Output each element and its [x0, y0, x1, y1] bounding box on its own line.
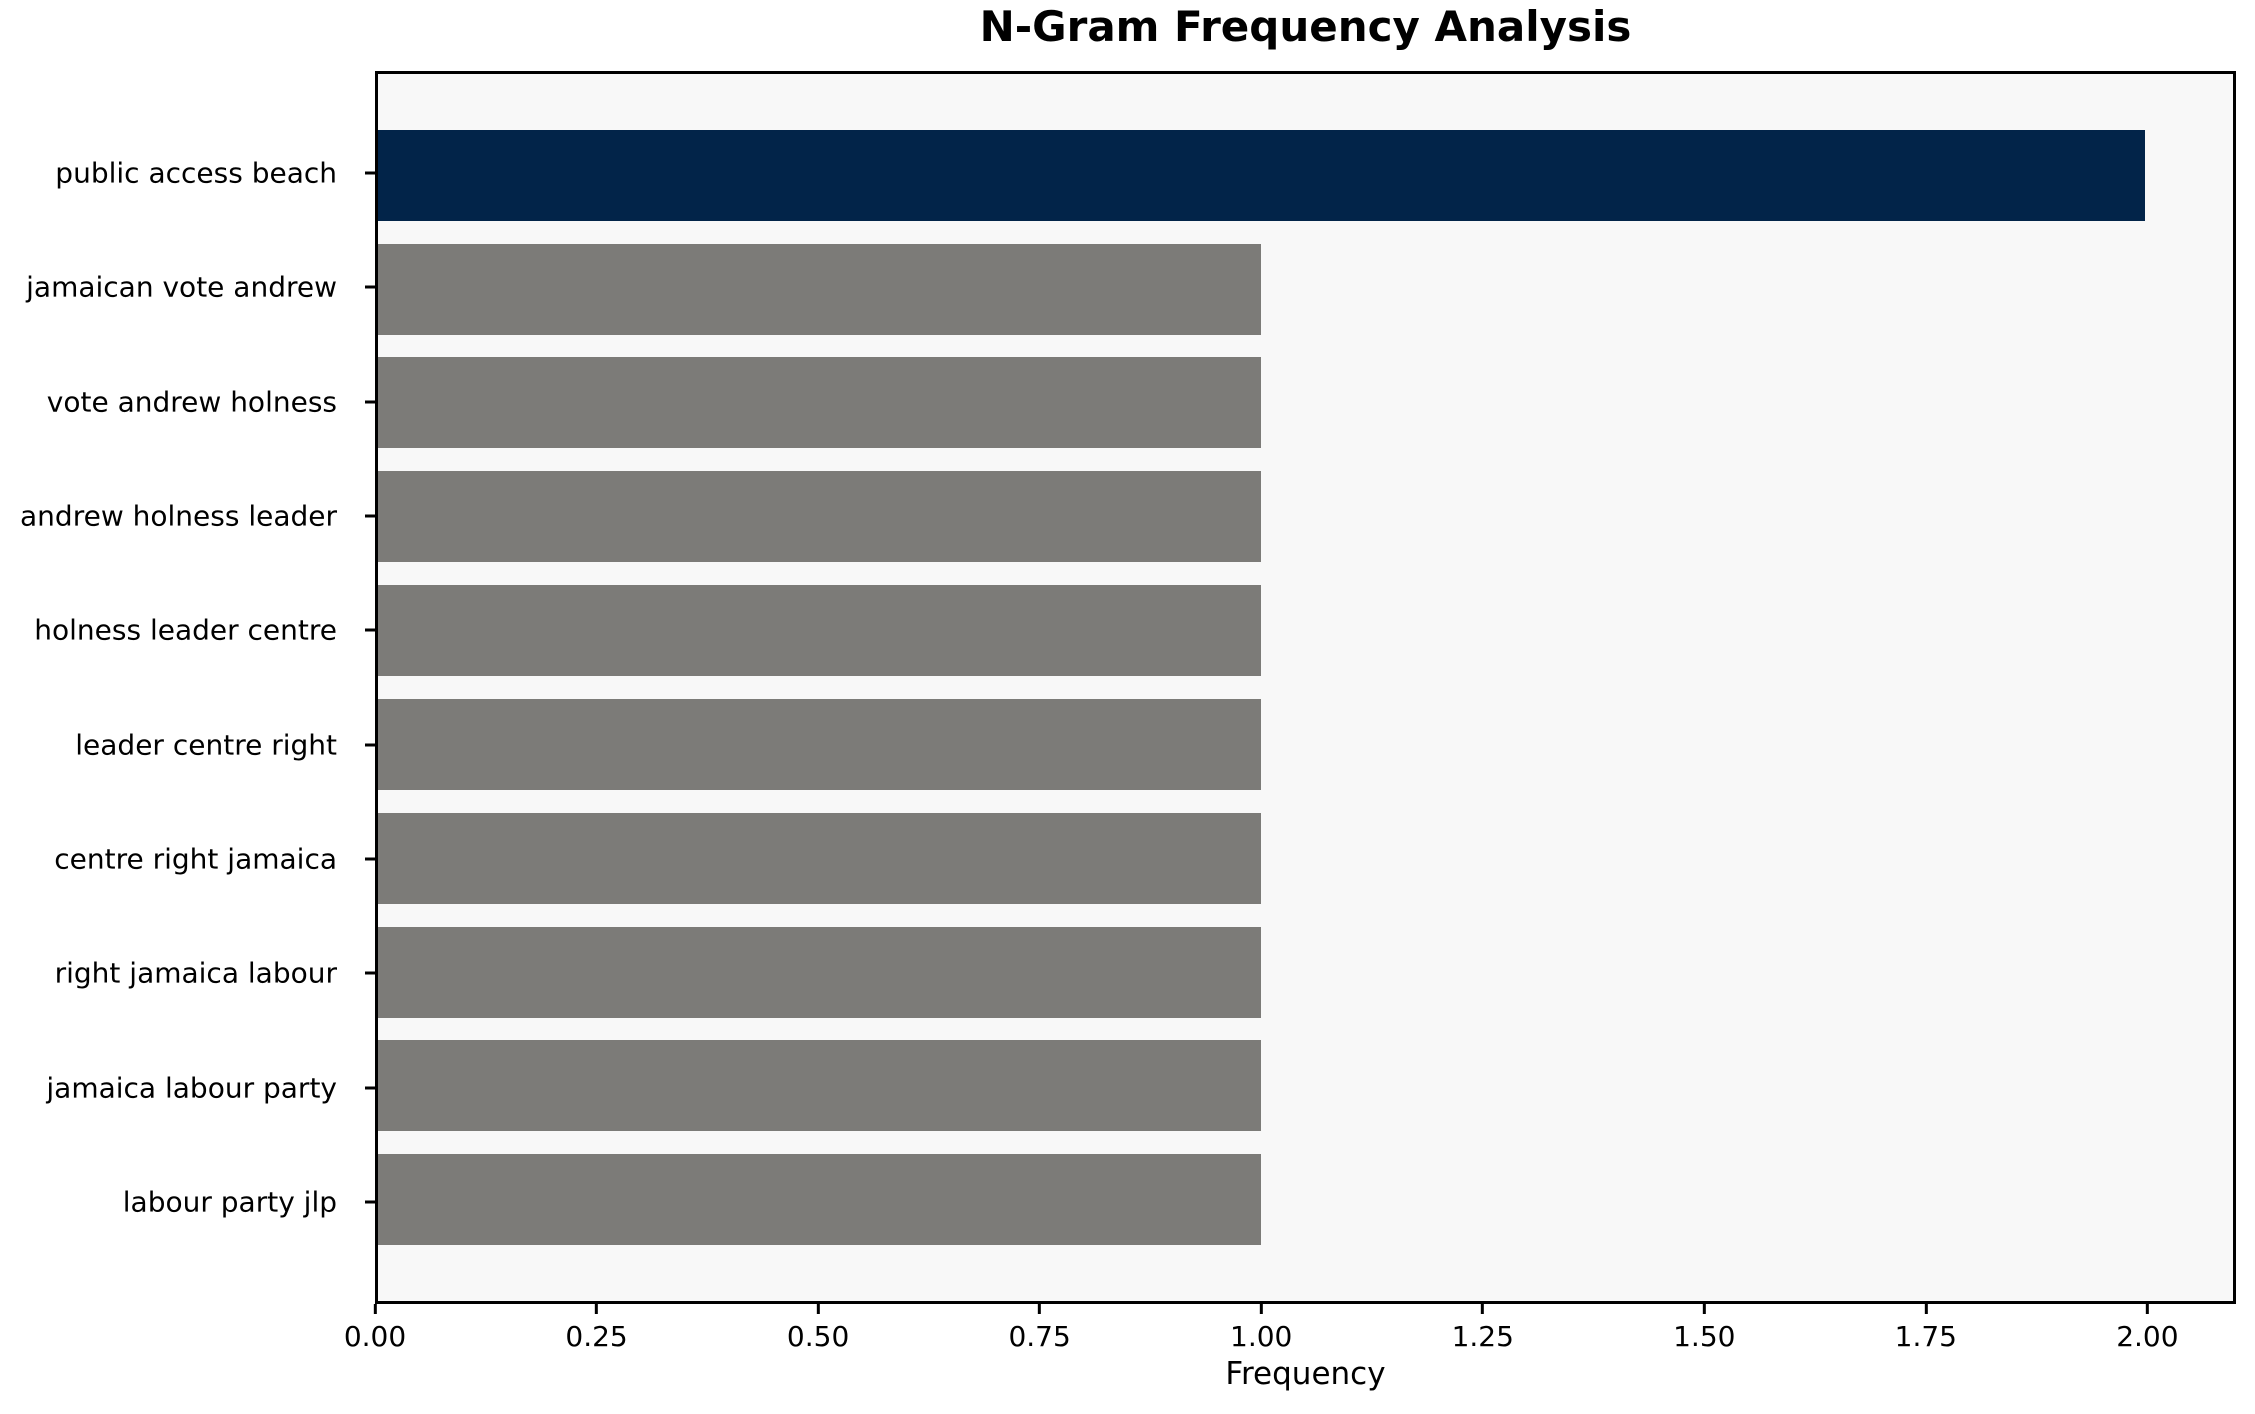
x-tick: 1.00	[1230, 1304, 1292, 1353]
y-tick-mark	[365, 1086, 375, 1090]
x-tick: 0.50	[787, 1304, 849, 1353]
y-tick-mark	[365, 971, 375, 975]
x-tick: 1.50	[1673, 1304, 1735, 1353]
x-tick: 1.25	[1452, 1304, 1514, 1353]
y-axis-labels: public access beach jamaican vote andrew v…	[0, 71, 357, 1304]
x-tick-mark	[373, 1304, 377, 1314]
bar-andrew-holness-leader	[378, 471, 1262, 563]
y-tick-mark	[365, 1200, 375, 1204]
x-tick-label: 0.50	[786, 1320, 850, 1353]
x-tick-label: 0.25	[565, 1320, 628, 1353]
y-tick-label: vote andrew holness	[46, 385, 337, 419]
y-tick-mark	[365, 171, 375, 175]
y-tick-label: centre right jamaica	[54, 842, 337, 876]
bar-jamaican-vote-andrew	[378, 243, 1262, 335]
y-tick-label: andrew holness leader	[20, 499, 337, 533]
x-tick-label: 1.25	[1451, 1320, 1514, 1353]
x-axis-ticks: 0.00 0.25 0.50 0.75 1.00 1.25 1.50 1.75 2.00	[344, 1304, 2236, 1404]
bar-leader-centre-right	[378, 698, 1262, 790]
y-axis-tick-marks	[365, 71, 375, 1304]
x-axis-title: Frequency	[1225, 1356, 1386, 1392]
x-tick-label: 1.00	[1230, 1320, 1293, 1353]
x-tick: 0.25	[565, 1304, 628, 1353]
bar-public-access-beach	[378, 129, 2145, 221]
x-tick-mark	[1924, 1304, 1928, 1314]
x-tick-label: 0.00	[343, 1320, 407, 1353]
y-tick-mark	[365, 857, 375, 861]
bar-centre-right-jamaica	[378, 812, 1262, 904]
y-tick-mark	[365, 514, 375, 518]
bar-vote-andrew-holness	[378, 357, 1262, 449]
x-tick: 1.75	[1895, 1304, 1957, 1353]
y-tick-mark	[365, 285, 375, 289]
x-tick-label: 1.75	[1894, 1320, 1957, 1353]
plot-area	[375, 71, 2236, 1304]
x-tick-label: 2.00	[2116, 1320, 2179, 1353]
bar-jamaica-labour-party	[378, 1040, 1262, 1132]
y-tick-label: labour party jlp	[122, 1185, 337, 1219]
x-tick-mark	[2145, 1304, 2149, 1314]
x-tick: 0.75	[1008, 1304, 1071, 1353]
y-tick-mark	[365, 628, 375, 632]
x-tick-mark	[1259, 1304, 1263, 1314]
x-tick: 0.00	[344, 1304, 406, 1353]
bar-holness-leader-centre	[378, 585, 1262, 677]
y-tick-label: holness leader centre	[34, 613, 337, 647]
y-tick-mark	[365, 743, 375, 747]
y-tick-label: right jamaica labour	[54, 956, 337, 990]
x-tick-mark	[816, 1304, 820, 1314]
bar-right-jamaica-labour	[378, 926, 1262, 1018]
y-tick-label: jamaica labour party	[46, 1071, 337, 1105]
y-tick-label: public access beach	[55, 156, 337, 190]
x-tick-mark	[1038, 1304, 1042, 1314]
x-tick-mark	[595, 1304, 599, 1314]
y-tick-label: leader centre right	[75, 728, 337, 762]
x-tick: 2.00	[2116, 1304, 2179, 1353]
x-tick-mark	[1481, 1304, 1485, 1314]
x-tick-mark	[1702, 1304, 1706, 1314]
chart-title: N-Gram Frequency Analysis	[979, 2, 1632, 51]
y-tick-label: jamaican vote andrew	[26, 270, 337, 304]
bar-labour-party-jlp	[378, 1154, 1262, 1246]
y-tick-mark	[365, 400, 375, 404]
x-tick-label: 1.50	[1673, 1320, 1736, 1353]
x-tick-label: 0.75	[1008, 1320, 1071, 1353]
